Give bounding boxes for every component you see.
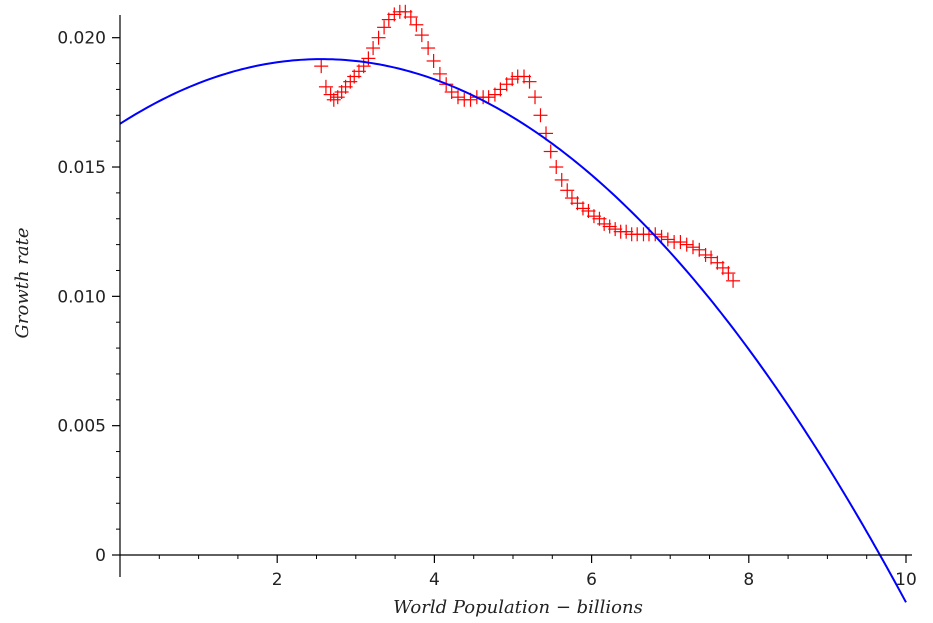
- data-point: [414, 28, 429, 43]
- data-point: [685, 240, 700, 255]
- x-tick-label: 4: [429, 570, 440, 590]
- data-point: [586, 209, 601, 224]
- data-point: [314, 59, 329, 74]
- x-tick-label: 8: [743, 570, 754, 590]
- data-point: [371, 30, 386, 45]
- data-point: [432, 66, 447, 81]
- data-point: [608, 222, 623, 237]
- data-point: [533, 108, 548, 123]
- data-point: [660, 232, 675, 247]
- data-point: [575, 201, 590, 216]
- data-point: [528, 90, 543, 105]
- y-tick-label: 0.010: [57, 287, 106, 307]
- data-point: [560, 183, 575, 198]
- data-point: [387, 7, 402, 22]
- y-tick-label: 0.020: [57, 29, 106, 49]
- data-point: [726, 273, 741, 288]
- data-point: [602, 219, 617, 234]
- data-point: [648, 227, 663, 242]
- data-point: [673, 235, 688, 250]
- data-point: [522, 74, 537, 89]
- data-point: [543, 144, 558, 159]
- data-point: [326, 92, 341, 107]
- data-point: [318, 79, 333, 94]
- x-tick-label: 2: [272, 570, 283, 590]
- data-point: [377, 20, 392, 35]
- y-axis-title: Growth rate: [12, 228, 33, 339]
- data-point: [554, 172, 569, 187]
- x-tick-label: 6: [586, 570, 597, 590]
- data-point: [505, 72, 520, 87]
- plot-area: [119, 4, 907, 603]
- y-tick-label: 0.005: [57, 417, 106, 437]
- y-tick-label: 0: [95, 546, 106, 566]
- data-point: [426, 53, 441, 68]
- data-point: [366, 41, 381, 56]
- data-point: [403, 10, 418, 24]
- data-point: [481, 90, 496, 105]
- x-axis-title: World Population − billions: [393, 597, 643, 618]
- data-point: [698, 247, 713, 262]
- y-tick-label: 0.015: [57, 158, 106, 178]
- data-point: [421, 41, 436, 56]
- fit-curve: [119, 58, 907, 603]
- data-point: [679, 237, 694, 252]
- data-point: [597, 216, 612, 231]
- data-point: [409, 17, 424, 32]
- axes: 2 4 6 8 10 0 0.005 0.010 0.015 0.020: [57, 15, 917, 590]
- data-point: [549, 160, 564, 175]
- x-tick-label: 10: [895, 570, 917, 590]
- data-point: [450, 90, 465, 105]
- data-point: [721, 266, 736, 281]
- data-point: [619, 224, 634, 239]
